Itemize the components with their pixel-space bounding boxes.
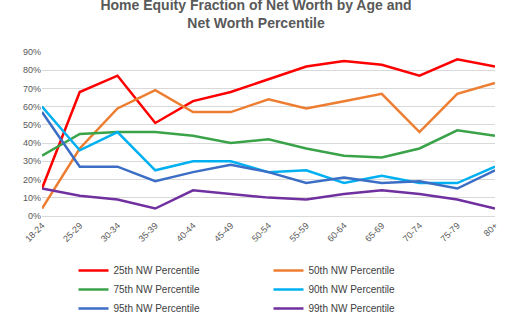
svg-text:70%: 70%	[23, 84, 41, 94]
svg-text:35-39: 35-39	[136, 221, 159, 244]
svg-text:Home Equity Fraction of Net Wo: Home Equity Fraction of Net Worth by Age…	[100, 0, 411, 31]
svg-text:65-69: 65-69	[363, 221, 386, 244]
svg-text:0%: 0%	[28, 211, 41, 221]
svg-text:25th NW Percentile: 25th NW Percentile	[114, 265, 201, 276]
svg-text:20%: 20%	[23, 175, 41, 185]
svg-text:40-44: 40-44	[174, 221, 197, 244]
svg-text:45-49: 45-49	[212, 221, 235, 244]
svg-text:99th NW Percentile: 99th NW Percentile	[309, 303, 396, 314]
svg-text:18-24: 18-24	[23, 221, 46, 244]
svg-text:40%: 40%	[23, 138, 41, 148]
svg-text:75th NW Percentile: 75th NW Percentile	[114, 284, 201, 295]
svg-text:80+: 80+	[482, 221, 500, 239]
svg-text:75-79: 75-79	[438, 221, 461, 244]
svg-text:95th NW Percentile: 95th NW Percentile	[114, 303, 201, 314]
svg-text:90th NW Percentile: 90th NW Percentile	[309, 284, 396, 295]
svg-text:25-29: 25-29	[61, 221, 84, 244]
svg-text:70-74: 70-74	[401, 221, 424, 244]
svg-text:60-64: 60-64	[325, 221, 348, 244]
svg-text:50%: 50%	[23, 120, 41, 130]
svg-text:90%: 90%	[23, 47, 41, 57]
svg-text:55-59: 55-59	[287, 221, 310, 244]
svg-text:50th NW Percentile: 50th NW Percentile	[309, 265, 396, 276]
svg-text:80%: 80%	[23, 65, 41, 75]
svg-text:10%: 10%	[23, 193, 41, 203]
svg-text:50-54: 50-54	[250, 221, 273, 244]
svg-text:30%: 30%	[23, 156, 41, 166]
svg-text:60%: 60%	[23, 102, 41, 112]
svg-text:30-34: 30-34	[99, 221, 122, 244]
